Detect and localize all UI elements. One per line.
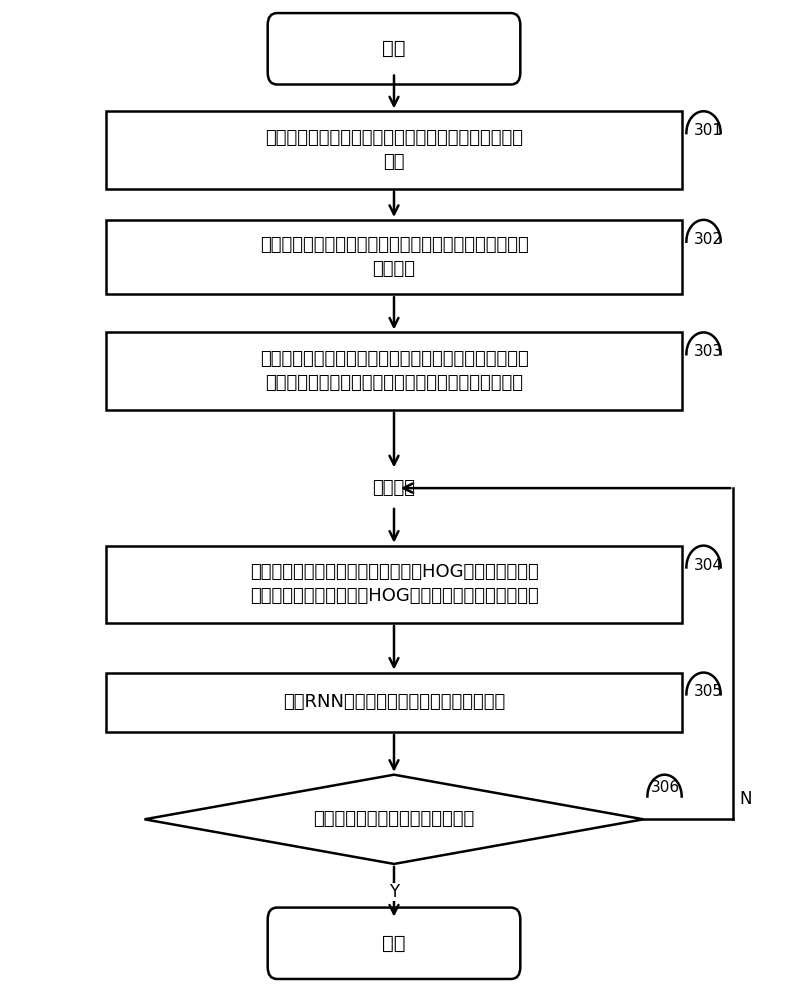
- Text: 306: 306: [652, 780, 680, 795]
- Text: 开始: 开始: [382, 39, 406, 58]
- Text: 利用RNN更新目标图像中人脸关键点的位置: 利用RNN更新目标图像中人脸关键点的位置: [283, 693, 505, 711]
- Text: 获取预设训练集中人脸关键点的平均位置，根据人脸关键
点的平均位置，确定目标图像中人脸关键点的初始位置: 获取预设训练集中人脸关键点的平均位置，根据人脸关键 点的平均位置，确定目标图像中…: [259, 350, 529, 392]
- Text: 当前位置: 当前位置: [373, 479, 415, 497]
- Bar: [106, 332, 682, 410]
- Text: N: N: [739, 790, 752, 808]
- Text: 结束: 结束: [382, 934, 406, 953]
- FancyBboxPatch shape: [268, 13, 520, 84]
- Text: 305: 305: [694, 684, 723, 699]
- Text: 人脸关键点位置是否满足收敛条件: 人脸关键点位置是否满足收敛条件: [314, 810, 474, 828]
- Text: 将人脸区域图像进行灰度处理，并缩放至预设尺寸，获得
目标图像: 将人脸区域图像进行灰度处理，并缩放至预设尺寸，获得 目标图像: [259, 236, 529, 278]
- Bar: [106, 220, 682, 294]
- FancyBboxPatch shape: [268, 908, 520, 979]
- Text: Y: Y: [389, 883, 399, 901]
- Text: 在每个人脸关键点的当前位置处提取HOG特征向量，并根
据所有人脸关键点对应的HOG特征向量确定图像特征向量: 在每个人脸关键点的当前位置处提取HOG特征向量，并根 据所有人脸关键点对应的HO…: [250, 563, 538, 605]
- Text: 对包含有人物的图像进行人脸区域检测，获得人脸区域
图像: 对包含有人物的图像进行人脸区域检测，获得人脸区域 图像: [265, 129, 523, 171]
- Text: 304: 304: [694, 558, 723, 573]
- Bar: [106, 673, 682, 732]
- Text: 302: 302: [694, 232, 723, 247]
- Polygon shape: [144, 775, 644, 864]
- Bar: [106, 546, 682, 623]
- Text: 303: 303: [694, 344, 723, 359]
- Bar: [106, 111, 682, 189]
- Text: 301: 301: [694, 123, 723, 138]
